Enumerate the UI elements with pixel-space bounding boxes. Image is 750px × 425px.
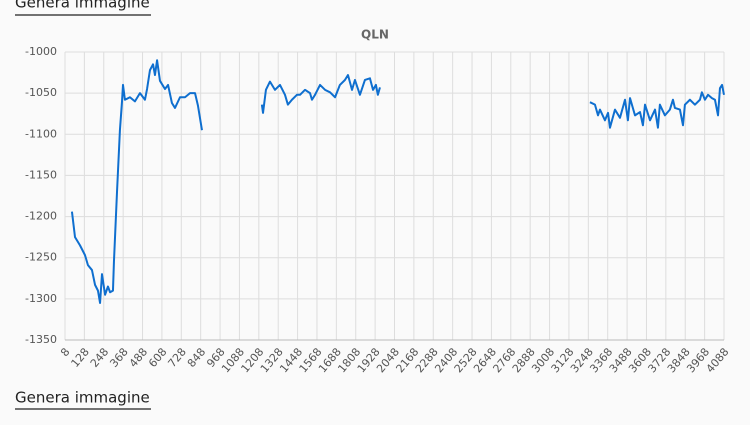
x-tick-label: 608 bbox=[146, 346, 169, 370]
x-tick-label: 128 bbox=[69, 346, 92, 370]
x-tick-label: 848 bbox=[185, 346, 208, 370]
x-tick-label: 248 bbox=[88, 346, 111, 370]
y-tick-label: -1300 bbox=[25, 292, 57, 305]
x-tick-label: 728 bbox=[165, 346, 188, 370]
x-tick-label: 8 bbox=[58, 346, 72, 360]
generate-image-link[interactable]: Genera immagine bbox=[15, 0, 150, 12]
x-tick-label: 368 bbox=[107, 346, 130, 370]
y-tick-label: -1350 bbox=[25, 333, 57, 346]
y-tick-label: -1250 bbox=[25, 251, 57, 264]
chart-title: QLN bbox=[361, 28, 389, 42]
x-tick-label: 488 bbox=[127, 346, 150, 370]
y-tick-label: -1000 bbox=[25, 45, 57, 58]
plot: -1000 -1050 -1100 -1150 -1200 -1250 -1300 -1350… bbox=[25, 45, 732, 375]
y-tick-label: -1050 bbox=[25, 86, 57, 99]
y-tick-label: -1200 bbox=[25, 210, 57, 223]
generate-image-link[interactable]: Genera immagine bbox=[15, 389, 150, 407]
y-tick-label: -1100 bbox=[25, 127, 57, 140]
y-tick-label: -1150 bbox=[25, 168, 57, 181]
data-line bbox=[70, 59, 725, 304]
x-tick-label: 4088 bbox=[704, 346, 732, 376]
